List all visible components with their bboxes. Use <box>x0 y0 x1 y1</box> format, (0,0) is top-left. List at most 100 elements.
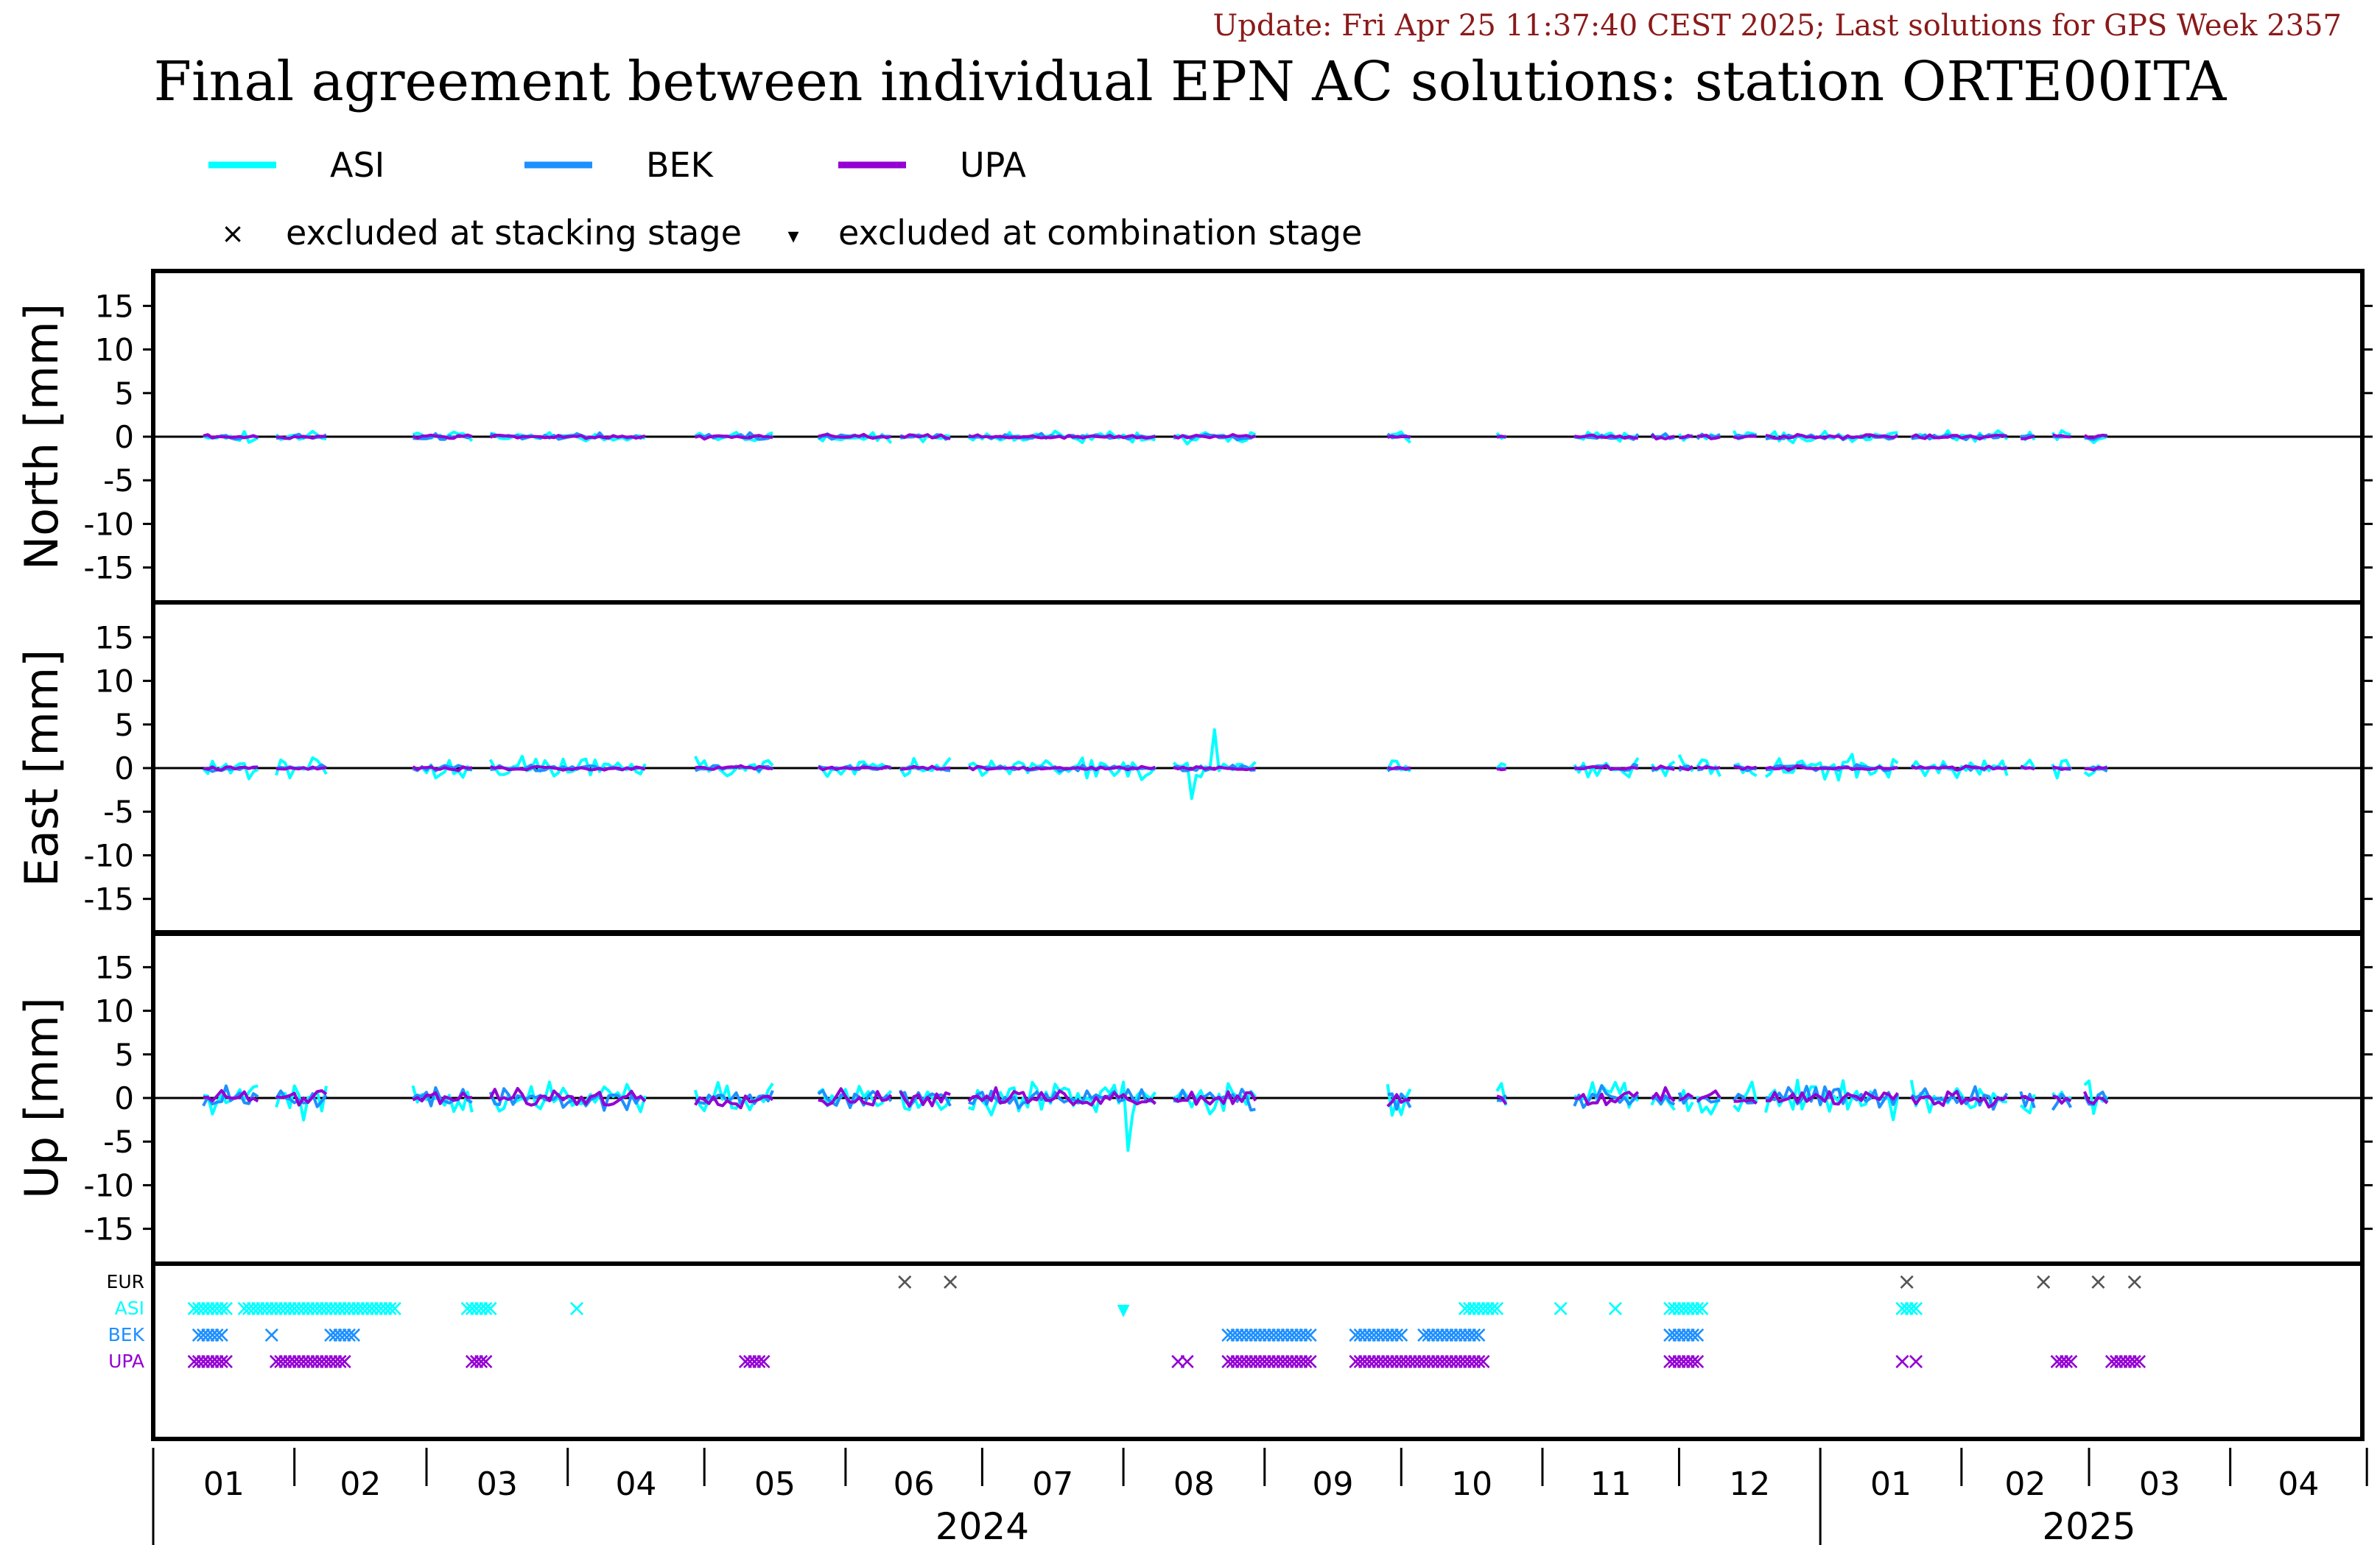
exclusion-mark-bek: × <box>1683 1320 1703 1348</box>
exclusion-mark-bek: × <box>1246 1320 1266 1348</box>
exclusion-mark-asi: × <box>1478 1294 1498 1322</box>
exclusion-mark-asi: × <box>1678 1294 1698 1322</box>
ytick-label-up: -5 <box>103 1124 134 1160</box>
exclusion-mark-upa: × <box>275 1347 295 1375</box>
xtick-label: 10 <box>1451 1465 1492 1503</box>
exclusion-mark-eur: × <box>895 1267 915 1295</box>
exclusion-mark-upa: × <box>1419 1347 1439 1375</box>
exclusion-mark-bek: × <box>1277 1320 1297 1348</box>
exclusion-mark-asi: × <box>1892 1294 1912 1322</box>
exclusion-mark-asi: × <box>344 1294 364 1322</box>
exclusion-mark-upa: × <box>2130 1347 2149 1375</box>
exclusion-mark-upa: × <box>298 1347 318 1375</box>
exclusion-mark-bek: × <box>1433 1320 1453 1348</box>
ytick-label-north: -5 <box>103 462 134 499</box>
exclusion-mark-bek: × <box>1442 1320 1461 1348</box>
exclusion-mark-upa: × <box>317 1347 337 1375</box>
exclusion-mark-bek: × <box>1223 1320 1243 1348</box>
xtick-label: 11 <box>1590 1465 1632 1503</box>
exclusion-mark-bek: × <box>1391 1320 1411 1348</box>
exclusion-mark-bek: × <box>1350 1320 1370 1348</box>
exclusion-mark-upa: × <box>1369 1347 1389 1375</box>
ylabel-east: East [mm] <box>15 650 69 887</box>
xtick-label: 02 <box>2004 1465 2046 1503</box>
exclusion-mark-upa: × <box>1300 1347 1320 1375</box>
exclusion-mark-asi: × <box>1464 1294 1484 1322</box>
exclusion-mark-upa: × <box>2124 1347 2144 1375</box>
exclusion-mark-upa: × <box>271 1347 291 1375</box>
exclusion-mark-upa: × <box>471 1347 491 1375</box>
exclusion-mark-asi: × <box>457 1294 477 1322</box>
exclusion-mark-eur: × <box>941 1267 961 1295</box>
exclusion-mark-asi: × <box>1455 1294 1475 1322</box>
ytick-label-east: 10 <box>95 664 134 700</box>
exclusion-mark-asi: × <box>371 1294 391 1322</box>
exclusion-mark-upa: × <box>1291 1347 1311 1375</box>
ytick-label-up: 10 <box>95 993 134 1030</box>
exclusion-mark-asi: × <box>207 1294 227 1322</box>
xtick-label: 03 <box>477 1465 518 1503</box>
exclusion-mark-asi: × <box>1605 1294 1625 1322</box>
exclusion-mark-asi: × <box>1469 1294 1489 1322</box>
xtick-label: 09 <box>1313 1465 1354 1503</box>
exclusion-mark-bek: × <box>1364 1320 1384 1348</box>
exclusion-mark-upa: × <box>1428 1347 1447 1375</box>
exclusion-row-label-upa: UPA <box>108 1351 144 1372</box>
exclusion-mark-upa: × <box>1391 1347 1411 1375</box>
exclusion-mark-upa: × <box>749 1347 769 1375</box>
exclusion-mark-bek: × <box>1678 1320 1698 1348</box>
exclusion-mark-asi: × <box>317 1294 337 1322</box>
xtick-label: 03 <box>2139 1465 2180 1503</box>
ytick-label-north: -10 <box>83 506 134 542</box>
exclusion-mark-bek: × <box>1688 1320 1707 1348</box>
exclusion-mark-upa: × <box>2102 1347 2122 1375</box>
exclusion-mark-bek: × <box>326 1320 345 1348</box>
exclusion-mark-asi: × <box>1688 1294 1707 1322</box>
exclusion-mark-bek: × <box>1360 1320 1380 1348</box>
exclusion-mark-bek: × <box>1446 1320 1466 1348</box>
exclusion-mark-upa: × <box>1168 1347 1188 1375</box>
exclusion-mark-upa: × <box>194 1347 214 1375</box>
exclusion-mark-asi: × <box>244 1294 264 1322</box>
exclusion-mark-bek: × <box>1300 1320 1320 1348</box>
xtick-label: 06 <box>894 1465 935 1503</box>
exclusion-mark-bek: × <box>203 1320 222 1348</box>
ytick-label-east: 15 <box>95 619 134 655</box>
exclusion-mark-asi: × <box>462 1294 482 1322</box>
exclusion-mark-upa: × <box>1250 1347 1270 1375</box>
exclusion-mark-bek: × <box>1273 1320 1293 1348</box>
exclusion-mark-upa: × <box>1678 1347 1698 1375</box>
exclusion-mark-asi: × <box>194 1294 214 1322</box>
exclusion-mark-upa: × <box>1282 1347 1302 1375</box>
exclusion-mark-upa: × <box>1669 1347 1689 1375</box>
exclusion-mark-upa: × <box>1387 1347 1407 1375</box>
exclusion-mark-upa: × <box>1464 1347 1484 1375</box>
exclusion-mark-asi: × <box>303 1294 323 1322</box>
exclusion-mark-bek: × <box>1355 1320 1375 1348</box>
exclusion-mark-upa: × <box>1223 1347 1243 1375</box>
exclusion-mark-upa: × <box>1260 1347 1279 1375</box>
exclusion-panel-frame <box>151 1261 2365 1441</box>
exclusion-mark-asi: × <box>239 1294 259 1322</box>
exclusion-mark-asi: × <box>257 1294 277 1322</box>
exclusion-mark-bek: × <box>1291 1320 1311 1348</box>
exclusion-mark-asi: × <box>348 1294 368 1322</box>
series-line-asi-up <box>203 1078 2109 1152</box>
legend-label-asi: ASI <box>330 145 385 185</box>
exclusion-mark-asi: × <box>1906 1294 1926 1322</box>
exclusion-mark-bek: × <box>1250 1320 1270 1348</box>
exclusion-mark-upa: × <box>330 1347 350 1375</box>
xtick-label: 02 <box>340 1465 381 1503</box>
exclusion-mark-upa: × <box>307 1347 327 1375</box>
exclusion-mark-upa: × <box>1396 1347 1416 1375</box>
exclusion-mark-asi: × <box>334 1294 354 1322</box>
exclusion-mark-bek: × <box>1227 1320 1247 1348</box>
exclusion-row-label-eur: EUR <box>107 1271 144 1292</box>
exclusion-mark-upa: × <box>735 1347 755 1375</box>
exclusion-mark-bek: × <box>194 1320 214 1348</box>
exclusion-mark-upa: × <box>1346 1347 1366 1375</box>
exclusion-mark-bek: × <box>207 1320 227 1348</box>
ytick-label-east: -5 <box>103 794 134 830</box>
exclusion-mark-upa: × <box>1665 1347 1685 1375</box>
